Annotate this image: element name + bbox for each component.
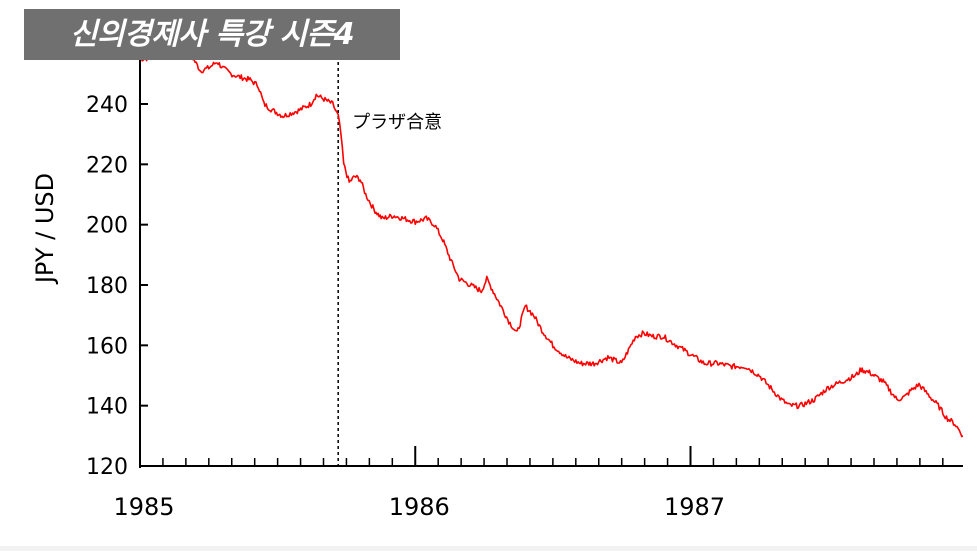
y-tick-label: 160	[86, 334, 128, 359]
y-tick-label: 200	[86, 214, 128, 239]
x-tick-label: 1986	[389, 493, 450, 521]
y-tick-label: 140	[86, 395, 128, 420]
x-tick-label: 1985	[113, 493, 174, 521]
y-tick-label: 240	[86, 93, 128, 118]
jpy-usd-series-line	[140, 39, 963, 438]
plaza-accord-annotation: プラザ合意	[352, 112, 442, 133]
y-axis-label: JPY / USD	[31, 173, 59, 285]
y-tick-label: 120	[86, 455, 128, 480]
overlay-title-banner: 신의경제사 특강 시즌4	[24, 9, 400, 60]
y-tick-label: 180	[86, 274, 128, 299]
x-tick-label: 1987	[664, 493, 725, 521]
y-tick-label: 220	[86, 153, 128, 178]
